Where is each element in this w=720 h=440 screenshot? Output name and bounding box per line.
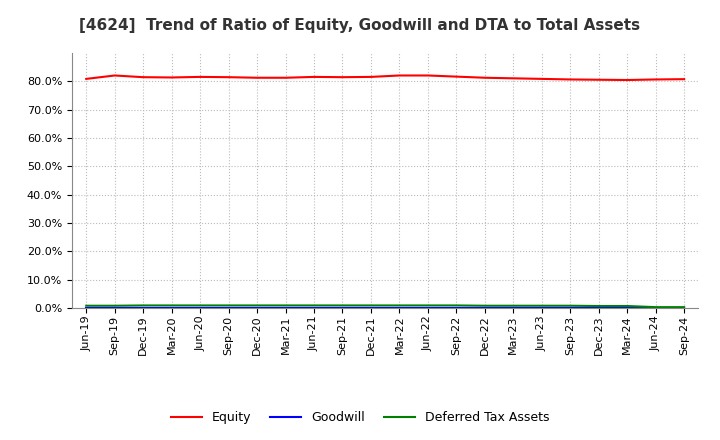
Goodwill [509, 305, 518, 311]
Equity [537, 76, 546, 81]
Equity [366, 74, 375, 80]
Goodwill [652, 305, 660, 311]
Deferred Tax Assets [338, 303, 347, 308]
Deferred Tax Assets [623, 303, 631, 308]
Equity [480, 75, 489, 81]
Goodwill [595, 305, 603, 311]
Equity [225, 74, 233, 80]
Deferred Tax Assets [282, 303, 290, 308]
Legend: Equity, Goodwill, Deferred Tax Assets: Equity, Goodwill, Deferred Tax Assets [166, 407, 554, 429]
Deferred Tax Assets [196, 303, 204, 308]
Deferred Tax Assets [139, 303, 148, 308]
Equity [282, 75, 290, 81]
Deferred Tax Assets [423, 303, 432, 308]
Equity [452, 74, 461, 79]
Deferred Tax Assets [82, 303, 91, 308]
Equity [395, 73, 404, 78]
Goodwill [395, 305, 404, 311]
Goodwill [566, 305, 575, 311]
Deferred Tax Assets [537, 303, 546, 308]
Equity [652, 77, 660, 82]
Deferred Tax Assets [310, 303, 318, 308]
Equity [566, 77, 575, 82]
Deferred Tax Assets [395, 303, 404, 308]
Goodwill [282, 305, 290, 311]
Equity [623, 77, 631, 83]
Goodwill [537, 305, 546, 311]
Equity [310, 74, 318, 80]
Deferred Tax Assets [452, 303, 461, 308]
Goodwill [480, 305, 489, 311]
Goodwill [452, 305, 461, 311]
Deferred Tax Assets [167, 303, 176, 308]
Equity [423, 73, 432, 78]
Goodwill [310, 305, 318, 311]
Equity [167, 75, 176, 80]
Goodwill [196, 305, 204, 311]
Deferred Tax Assets [366, 303, 375, 308]
Equity [110, 73, 119, 78]
Goodwill [167, 305, 176, 311]
Goodwill [253, 305, 261, 311]
Line: Equity: Equity [86, 76, 684, 80]
Deferred Tax Assets [509, 303, 518, 308]
Goodwill [366, 305, 375, 311]
Line: Deferred Tax Assets: Deferred Tax Assets [86, 305, 684, 307]
Goodwill [623, 305, 631, 311]
Deferred Tax Assets [652, 304, 660, 310]
Goodwill [338, 305, 347, 311]
Deferred Tax Assets [480, 303, 489, 308]
Text: [4624]  Trend of Ratio of Equity, Goodwill and DTA to Total Assets: [4624] Trend of Ratio of Equity, Goodwil… [79, 18, 641, 33]
Deferred Tax Assets [680, 304, 688, 310]
Deferred Tax Assets [253, 303, 261, 308]
Goodwill [423, 305, 432, 311]
Equity [253, 75, 261, 81]
Equity [338, 74, 347, 80]
Deferred Tax Assets [110, 303, 119, 308]
Equity [82, 76, 91, 81]
Deferred Tax Assets [595, 303, 603, 308]
Equity [196, 74, 204, 80]
Goodwill [110, 305, 119, 311]
Goodwill [82, 305, 91, 311]
Deferred Tax Assets [566, 303, 575, 308]
Goodwill [225, 305, 233, 311]
Goodwill [139, 305, 148, 311]
Deferred Tax Assets [225, 303, 233, 308]
Equity [139, 74, 148, 80]
Equity [680, 77, 688, 82]
Goodwill [680, 305, 688, 311]
Equity [509, 76, 518, 81]
Equity [595, 77, 603, 82]
